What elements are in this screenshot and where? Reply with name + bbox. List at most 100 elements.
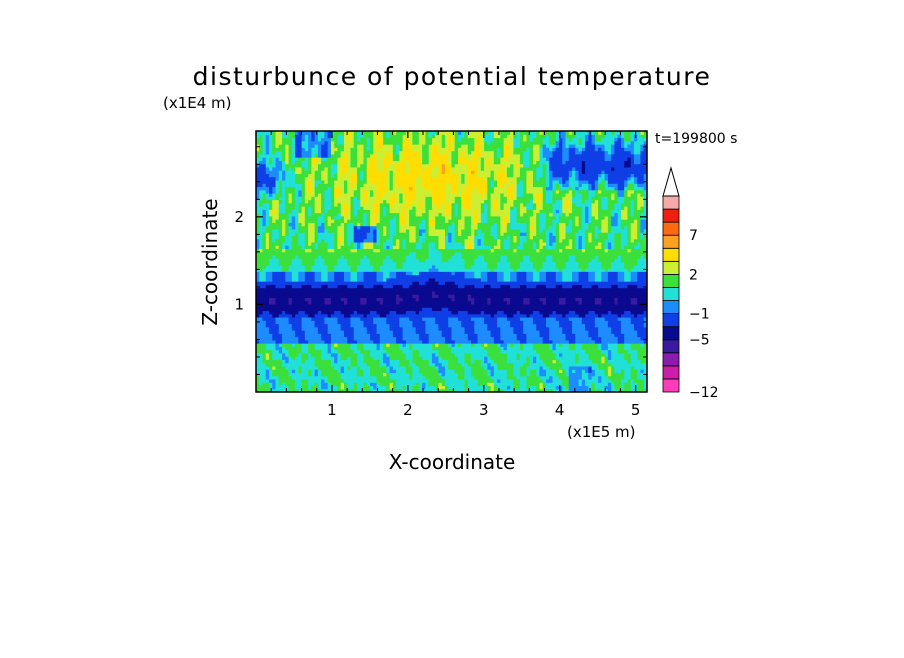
field-cell <box>396 320 400 325</box>
field-cell <box>431 330 436 334</box>
field-cell <box>337 287 342 292</box>
field-cell <box>389 245 394 250</box>
field-cell <box>269 297 273 302</box>
field-cell <box>291 202 296 207</box>
field-cell <box>311 189 316 194</box>
field-cell <box>262 336 267 341</box>
field-cell <box>353 235 358 240</box>
field-cell <box>291 294 296 298</box>
field-cell <box>337 378 342 383</box>
field-cell <box>265 277 270 282</box>
field-cell <box>301 333 306 338</box>
field-cell <box>402 241 407 246</box>
field-cell <box>415 274 420 279</box>
field-cell <box>412 153 417 158</box>
field-cell <box>415 232 420 236</box>
field-cell <box>409 333 413 338</box>
field-cell <box>370 271 374 276</box>
field-cell <box>308 352 312 357</box>
field-cell <box>396 323 400 328</box>
field-cell <box>405 359 410 364</box>
field-cell <box>392 131 397 135</box>
field-cell <box>347 258 352 263</box>
field-cell <box>256 228 260 233</box>
field-cell <box>272 326 277 331</box>
field-cell <box>350 166 355 171</box>
field-cell <box>448 316 453 321</box>
field-cell <box>259 365 264 370</box>
field-cell <box>418 134 423 139</box>
field-cell <box>285 248 290 253</box>
field-cell <box>269 157 273 161</box>
field-cell <box>422 362 427 367</box>
field-cell <box>389 173 394 178</box>
field-cell <box>389 163 394 168</box>
field-cell <box>343 297 348 302</box>
field-cell <box>282 238 286 243</box>
field-cell <box>262 290 267 295</box>
field-cell <box>386 326 391 331</box>
field-cell <box>330 192 335 197</box>
field-cell <box>357 140 361 145</box>
field-cell <box>343 160 348 165</box>
field-cell <box>304 173 309 178</box>
field-cell <box>363 271 368 276</box>
field-cell <box>311 326 316 331</box>
field-cell <box>357 369 361 374</box>
field-cell <box>425 248 430 253</box>
field-cell <box>278 268 283 272</box>
field-cell <box>379 362 384 367</box>
field-cell <box>265 359 270 364</box>
field-cell <box>418 375 423 380</box>
field-cell <box>304 206 309 210</box>
field-cell <box>389 330 394 334</box>
field-cell <box>265 330 270 334</box>
field-cell <box>366 160 371 165</box>
field-cell <box>438 134 443 139</box>
field-cell <box>304 330 309 334</box>
field-cell <box>298 153 303 158</box>
field-cell <box>402 166 407 171</box>
field-cell <box>343 261 348 266</box>
field-cell <box>330 290 335 295</box>
field-cell <box>370 241 374 246</box>
field-cell <box>441 144 446 148</box>
field-cell <box>360 258 365 263</box>
field-cell <box>428 313 433 318</box>
field-cell <box>301 173 306 178</box>
field-cell <box>412 258 417 263</box>
field-cell <box>304 176 309 181</box>
field-cell <box>448 310 453 315</box>
field-cell <box>343 320 348 325</box>
field-cell <box>425 219 430 223</box>
field-cell <box>272 349 277 354</box>
field-cell <box>389 336 394 341</box>
field-cell <box>435 192 440 197</box>
field-cell <box>438 209 443 214</box>
field-cell <box>431 219 436 223</box>
field-cell <box>324 215 329 220</box>
field-cell <box>386 183 391 188</box>
field-cell <box>425 176 430 181</box>
field-cell <box>314 274 319 279</box>
field-cell <box>288 385 293 390</box>
field-cell <box>412 297 417 302</box>
field-cell <box>311 359 316 364</box>
field-cell <box>334 330 339 334</box>
field-cell <box>308 356 312 360</box>
field-cell <box>412 235 417 240</box>
field-cell <box>269 215 273 220</box>
field-cell <box>308 349 312 354</box>
field-cell <box>265 284 270 289</box>
field-cell <box>422 134 427 139</box>
field-cell <box>451 150 456 155</box>
field-cell <box>402 346 407 351</box>
field-cell <box>304 157 309 161</box>
field-cell <box>386 362 391 367</box>
field-cell <box>269 209 273 214</box>
field-cell <box>278 388 283 392</box>
field-cell <box>282 189 286 194</box>
field-cell <box>435 300 440 305</box>
field-cell <box>360 287 365 292</box>
field-cell <box>275 333 280 338</box>
